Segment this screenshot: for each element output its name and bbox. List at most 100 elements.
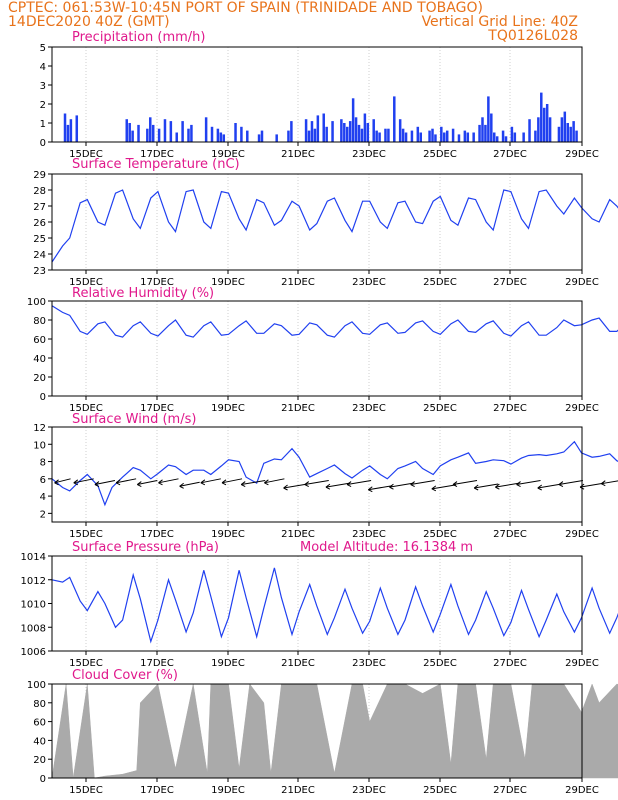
precip-ytick-label: 4: [40, 62, 46, 73]
precip-bar: [169, 121, 173, 142]
rh-ytick-label: 100: [27, 297, 46, 308]
precip-bar: [219, 132, 223, 142]
cloud-xtick-label: 27DEC: [493, 785, 527, 796]
precip-bar: [495, 136, 499, 142]
rh-ytick-label: 20: [33, 373, 46, 384]
precip-bar: [416, 126, 420, 142]
precip-bar: [75, 115, 79, 142]
temp-ytick-label: 25: [33, 234, 46, 245]
precip-bar: [410, 130, 414, 142]
precip-bar: [190, 124, 193, 142]
wind-arrow: [537, 483, 562, 489]
pres-title: Surface Pressure (hPa): [72, 540, 219, 555]
precip-bar: [534, 130, 537, 142]
temp-xtick-label: 21DEC: [281, 277, 315, 288]
pres-xtick-label: 27DEC: [493, 658, 527, 669]
wind-arrowhead: [54, 479, 59, 486]
wind-arrow: [431, 484, 456, 490]
temp-ytick-label: 26: [33, 218, 46, 229]
wind-xtick-label: 25DEC: [423, 529, 457, 540]
precip-bar: [528, 119, 531, 142]
precip-bar: [548, 117, 552, 142]
cloud-title: Cloud Cover (%): [72, 668, 178, 683]
precip-xtick-label: 25DEC: [423, 149, 457, 160]
wind-arrow: [368, 485, 393, 491]
precip-xtick-label: 29DEC: [565, 149, 599, 160]
wind-arrowhead: [283, 484, 288, 491]
pres-ytick-label: 1008: [21, 623, 46, 634]
pres-xtick-label: 23DEC: [352, 658, 386, 669]
wind-xtick-label: 23DEC: [352, 529, 386, 540]
wind-arrow: [580, 482, 605, 488]
rh-series-line: [51, 305, 618, 338]
precip-bar: [387, 128, 390, 142]
wind-ytick-label: 10: [33, 440, 46, 451]
precip-bar: [513, 132, 517, 142]
wind-arrowhead: [304, 481, 310, 487]
wind-arrow: [221, 478, 243, 484]
wind-arrowhead: [94, 481, 100, 487]
precip-bar: [131, 130, 134, 142]
precip-bar: [137, 124, 140, 142]
precip-bar: [307, 130, 311, 142]
pres-xtick-label: 21DEC: [281, 658, 315, 669]
wind-xtick-label: 27DEC: [493, 529, 527, 540]
precip-bar: [375, 130, 378, 142]
wind-arrow: [601, 480, 618, 485]
precip-ytick-label: 5: [40, 43, 46, 54]
cloud-xtick-label: 15DEC: [69, 785, 103, 796]
wind-xtick-label: 29DEC: [565, 529, 599, 540]
precip-bar: [322, 113, 325, 142]
precip-bar: [163, 119, 167, 142]
precip-xtick-label: 23DEC: [352, 149, 386, 160]
wind-arrow: [304, 480, 329, 486]
precip-bar: [393, 96, 396, 142]
cloud-ytick-label: 100: [27, 680, 46, 691]
temp-xtick-label: 27DEC: [493, 277, 527, 288]
rh-xtick-label: 21DEC: [281, 403, 315, 414]
wind-arrowhead: [367, 486, 373, 493]
temp-ytick-label: 27: [33, 202, 46, 213]
precip-bar: [175, 132, 178, 142]
precip-bar: [504, 136, 508, 142]
cloud-xtick-label: 25DEC: [423, 785, 457, 796]
precip-bar: [545, 104, 549, 142]
wind-arrowhead: [264, 479, 269, 486]
precip-bar: [572, 121, 575, 142]
wind-xtick-label: 21DEC: [281, 529, 315, 540]
wind-arrow: [241, 480, 266, 486]
precip-bar: [181, 121, 184, 142]
cloud-xtick-label: 17DEC: [140, 785, 174, 796]
precip-bar: [357, 124, 361, 142]
wind-arrow: [264, 478, 285, 484]
precip-bar: [216, 128, 220, 142]
wind-arrow: [452, 480, 478, 486]
precip-bar: [398, 119, 402, 142]
wind-arrow: [73, 478, 94, 484]
rh-ytick-label: 60: [33, 335, 46, 346]
wind-arrow: [179, 481, 200, 487]
precip-frame: [51, 46, 583, 143]
wind-arrow: [495, 482, 520, 488]
precip-bar: [401, 128, 405, 142]
precip-ytick-label: 3: [40, 81, 46, 92]
pres-xtick-label: 15DEC: [69, 658, 103, 669]
precip-bar: [431, 128, 434, 142]
rh-title: Relative Humidity (%): [72, 286, 214, 301]
temp-frame: [51, 173, 583, 271]
precip-xtick-label: 15DEC: [69, 149, 103, 160]
cloud-xtick-label: 19DEC: [211, 785, 245, 796]
wind-arrow: [474, 483, 499, 489]
precip-bar: [313, 128, 317, 142]
precip-bar: [522, 132, 525, 142]
rh-xtick-label: 17DEC: [140, 403, 174, 414]
wind-arrowhead: [558, 481, 564, 487]
precip-ytick-label: 0: [40, 138, 46, 149]
pres-xtick-label: 25DEC: [423, 658, 457, 669]
precip-bar: [560, 117, 564, 142]
temp-xtick-label: 25DEC: [423, 277, 457, 288]
precip-bar: [501, 130, 505, 142]
wind-arrowhead: [221, 479, 227, 486]
temp-title: Surface Temperature (nC): [72, 157, 240, 172]
